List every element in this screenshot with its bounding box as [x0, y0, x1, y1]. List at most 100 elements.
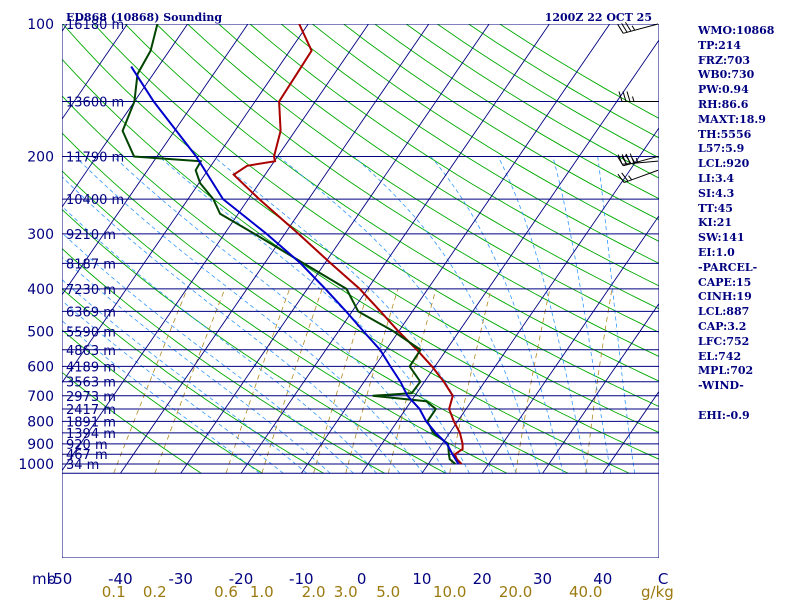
index-item: PW:0.94 — [698, 83, 749, 97]
isotherms — [62, 24, 659, 474]
isobars — [62, 24, 659, 558]
mixing-ratio-tick-label: 10.0 — [433, 583, 466, 600]
index-item: CINH:19 — [698, 290, 752, 304]
dry-adiabat — [62, 58, 659, 460]
wind-barb-flag — [621, 172, 629, 182]
pressure-label: 100 — [27, 17, 54, 33]
isotherm-line — [62, 24, 369, 472]
height-label: 3563 m — [66, 376, 116, 391]
mixing-ratio-line — [261, 288, 323, 474]
mixing-ratio-tick-labels: 0.1 0.2 0.6 1.0 2.0 3.0 5.0 10.0 20.0 40.0 — [102, 583, 603, 600]
dry-adiabat — [218, 24, 659, 310]
index-item: SI:4.3 — [698, 186, 735, 200]
wind-barb-flag — [617, 173, 625, 183]
isotherm-line — [62, 24, 128, 120]
temperature-tick-label: 30 — [533, 570, 552, 588]
mixing-ratio-lines — [113, 288, 613, 474]
temperature-tick-label: 20 — [473, 570, 492, 588]
temperature-tick-label: 0 — [357, 570, 367, 588]
mixing-ratio-tick-label: 2.0 — [302, 583, 326, 600]
mixing-ratio-tick-label: 0.2 — [143, 583, 167, 600]
wind-barbs — [617, 22, 659, 184]
index-item: EHI:-0.9 — [698, 408, 750, 422]
chart-time: 1200Z 22 OCT 25 — [545, 11, 652, 24]
moist-adiabat — [113, 156, 447, 474]
height-label: 2973 m — [66, 390, 116, 405]
isotherm-line — [62, 24, 249, 296]
pressure-label: 1000 — [18, 457, 54, 473]
temperature-tick-label: -20 — [229, 570, 254, 588]
wind-barb-flag — [618, 91, 623, 102]
moist-adiabat — [74, 156, 424, 474]
dry-adiabat — [343, 24, 659, 221]
index-item: LCL:887 — [698, 305, 750, 319]
moist-adiabat — [62, 232, 354, 474]
wind-barb-flag — [617, 24, 624, 34]
isotherm-line — [361, 39, 659, 474]
mixing-ratio-tick-label: 40.0 — [569, 583, 602, 600]
isotherm-line — [120, 24, 430, 474]
index-item: WMO:10868 — [698, 24, 775, 37]
height-label: 4189 m — [66, 360, 116, 375]
temperature-tick-label: 10 — [412, 570, 431, 588]
isotherm-line — [300, 24, 611, 474]
height-label: 467 m — [66, 448, 108, 463]
height-label: 920 m — [66, 438, 108, 453]
height-label: 16180 m — [66, 18, 124, 33]
pressure-label: 500 — [27, 325, 54, 341]
index-item: SW:141 — [698, 231, 745, 245]
height-label: 2417 m — [66, 403, 116, 418]
mixing-ratio-tick-label: 0.1 — [102, 583, 126, 600]
wind-barb-flag — [621, 154, 627, 165]
moist-adiabat — [62, 279, 308, 474]
dry-adiabat — [62, 288, 324, 474]
pressure-label: 900 — [27, 437, 54, 453]
dry-adiabat — [93, 24, 659, 408]
mixing-ratio-tick-label: 1.0 — [250, 583, 274, 600]
temperature-tick-label: -30 — [168, 570, 193, 588]
height-label: 10400 m — [66, 193, 124, 208]
wind-barb-flag — [621, 23, 628, 33]
mixing-ratio-line — [387, 288, 437, 474]
wind-barb-half-flag — [631, 25, 636, 31]
index-item: TH:5556 — [698, 127, 752, 141]
temperature-tick-label: -40 — [108, 570, 133, 588]
mixing-ratio-line — [313, 288, 370, 474]
mixing-ratio-tick-label: 20.0 — [499, 583, 532, 600]
height-label: 34 m — [66, 458, 99, 473]
height-label: 6369 m — [66, 305, 116, 320]
height-label: 1394 m — [66, 427, 116, 442]
pressure-label: 300 — [27, 227, 54, 243]
dry-adiabat — [156, 24, 659, 358]
height-label: 9210 m — [66, 228, 116, 243]
wind-barb-flag — [622, 91, 627, 102]
index-item: TT:45 — [698, 201, 733, 215]
mixing-ratio-line — [515, 288, 551, 474]
index-item: MAXT:18.9 — [698, 112, 766, 126]
parcel-line — [130, 66, 460, 465]
moist-adiabat — [552, 156, 612, 474]
wind-barb — [617, 153, 659, 165]
height-label: 4863 m — [66, 344, 116, 359]
moist-adiabat — [430, 156, 564, 474]
temperature-tick-label: C — [658, 570, 668, 588]
index-item: FRZ:703 — [698, 53, 751, 67]
wind-barb — [617, 169, 659, 184]
mixing-ratio-line — [449, 288, 492, 474]
isotherm-line — [481, 214, 659, 474]
wind-barb-flag — [625, 153, 631, 164]
index-item: CAP:3.2 — [698, 319, 747, 333]
mixing-ratio-tick-label: 3.0 — [334, 583, 358, 600]
isotherm-line — [542, 302, 659, 474]
moist-adiabat — [158, 156, 470, 474]
index-item: TP:214 — [698, 38, 742, 52]
index-item: CAPE:15 — [698, 275, 752, 289]
wind-barb-half-flag — [628, 175, 633, 181]
mixing-ratio-unit-label: g/kg — [641, 583, 674, 600]
height-label: 1891 m — [66, 415, 116, 430]
indices-panel: WMO:10868 TP:214 FRZ:703 WB0:730 PW:0.94 RH:8… — [698, 24, 774, 424]
profile-lines — [121, 24, 464, 465]
wind-barb-flag — [626, 91, 631, 102]
index-item: L57:5.9 — [698, 142, 745, 156]
